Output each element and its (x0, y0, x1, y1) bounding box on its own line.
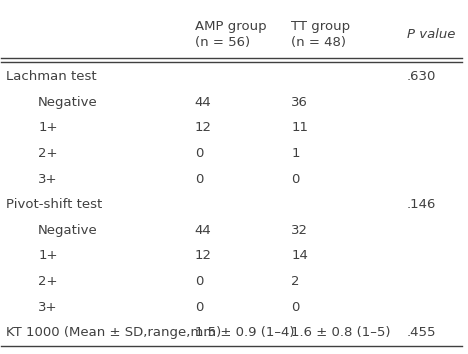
Text: 1.6 ± 0.8 (1–5): 1.6 ± 0.8 (1–5) (292, 326, 391, 339)
Text: Negative: Negative (38, 224, 98, 237)
Text: 1: 1 (292, 147, 300, 160)
Text: 11: 11 (292, 121, 308, 135)
Text: 1+: 1+ (38, 121, 58, 135)
Text: 2+: 2+ (38, 147, 58, 160)
Text: 44: 44 (195, 96, 212, 109)
Text: TT group
(n = 48): TT group (n = 48) (292, 20, 351, 49)
Text: 44: 44 (195, 224, 212, 237)
Text: 32: 32 (292, 224, 308, 237)
Text: 0: 0 (195, 275, 203, 288)
Text: .146: .146 (407, 198, 436, 211)
Text: KT 1000 (Mean ± SD,range,mm): KT 1000 (Mean ± SD,range,mm) (6, 326, 221, 339)
Text: 0: 0 (195, 147, 203, 160)
Text: AMP group
(n = 56): AMP group (n = 56) (195, 20, 266, 49)
Text: P value: P value (407, 28, 455, 41)
Text: .455: .455 (407, 326, 436, 339)
Text: 0: 0 (195, 301, 203, 314)
Text: 3+: 3+ (38, 301, 58, 314)
Text: 36: 36 (292, 96, 308, 109)
Text: .630: .630 (407, 70, 436, 83)
Text: Lachman test: Lachman test (6, 70, 96, 83)
Text: 0: 0 (292, 173, 300, 185)
Text: 12: 12 (195, 121, 212, 135)
Text: 14: 14 (292, 250, 308, 262)
Text: 1.5 ± 0.9 (1–4): 1.5 ± 0.9 (1–4) (195, 326, 294, 339)
Text: 0: 0 (292, 301, 300, 314)
Text: 2: 2 (292, 275, 300, 288)
Text: Pivot-shift test: Pivot-shift test (6, 198, 102, 211)
Text: Negative: Negative (38, 96, 98, 109)
Text: 0: 0 (195, 173, 203, 185)
Text: 1+: 1+ (38, 250, 58, 262)
Text: 2+: 2+ (38, 275, 58, 288)
Text: 3+: 3+ (38, 173, 58, 185)
Text: 12: 12 (195, 250, 212, 262)
